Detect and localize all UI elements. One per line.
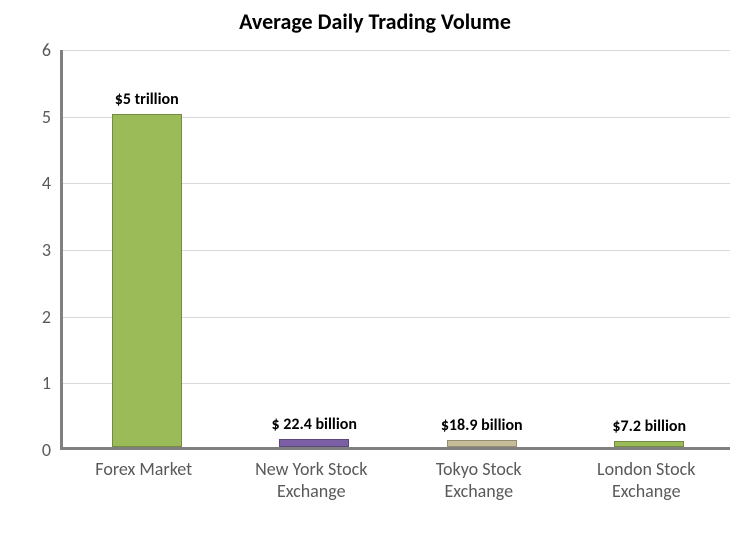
bar-value-label: $7.2 billion (612, 417, 686, 436)
y-tick-label: 6 (23, 39, 63, 61)
y-tick-label: 2 (23, 306, 63, 328)
bar-slot: $5 trillion (63, 50, 231, 447)
x-tick-label: Forex Market (60, 459, 228, 481)
y-tick-label: 1 (23, 372, 63, 394)
x-label-line: Exchange (612, 480, 681, 502)
x-tick-label: London StockExchange (563, 459, 731, 502)
chart-title: Average Daily Trading Volume (0, 8, 750, 35)
bar-slot: $18.9 billion (398, 50, 566, 447)
y-tick-label: 5 (23, 106, 63, 128)
bar-value-label: $5 trillion (115, 90, 179, 109)
bar-slot: $7.2 billion (566, 50, 734, 447)
bar: $ 22.4 billion (279, 439, 349, 447)
x-label-line: Exchange (444, 480, 513, 502)
x-tick-label: Tokyo StockExchange (395, 459, 563, 502)
bar-value-label: $18.9 billion (441, 416, 523, 435)
y-tick-label: 4 (23, 172, 63, 194)
bar-value-label: $ 22.4 billion (272, 415, 357, 434)
x-label-line: Forex Market (95, 458, 192, 480)
x-label-line: New York Stock (255, 458, 367, 480)
plot-area: 0123456 $5 trillion$ 22.4 billion$18.9 b… (60, 50, 730, 450)
bar: $7.2 billion (614, 441, 684, 447)
x-tick-label: New York StockExchange (228, 459, 396, 502)
bar: $18.9 billion (447, 440, 517, 447)
x-label-line: Exchange (277, 480, 346, 502)
y-tick-label: 3 (23, 239, 63, 261)
y-tick-label: 0 (23, 439, 63, 461)
x-label-line: Tokyo Stock (436, 458, 522, 480)
x-label-line: London Stock (597, 458, 695, 480)
bar-slot: $ 22.4 billion (231, 50, 399, 447)
bar: $5 trillion (112, 114, 182, 447)
bars-container: $5 trillion $ 22.4 billion $18.9 billion $7… (63, 50, 730, 447)
